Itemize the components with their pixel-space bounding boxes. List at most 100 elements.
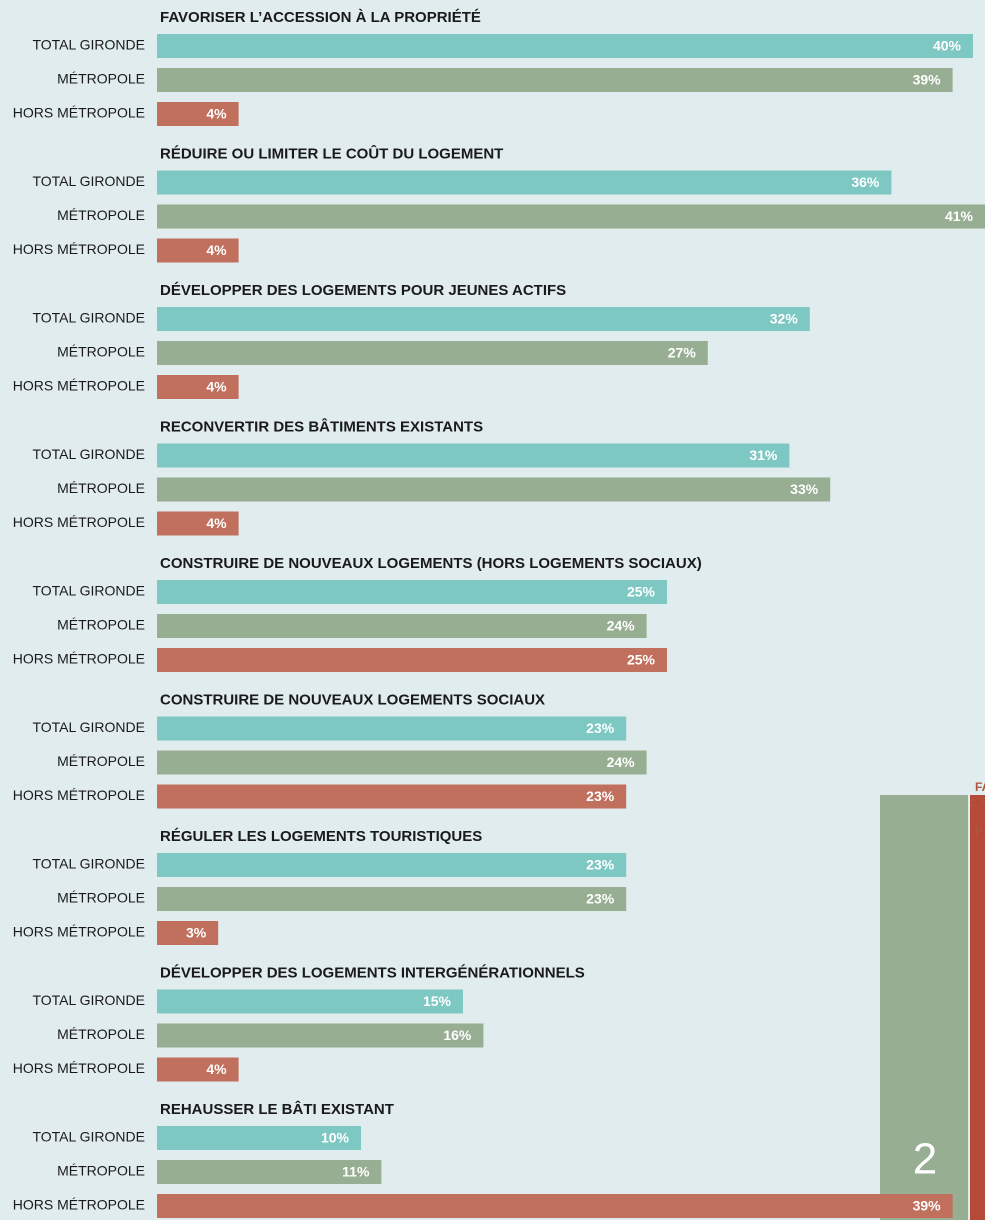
group-title: DÉVELOPPER DES LOGEMENTS POUR JEUNES ACT… bbox=[160, 282, 566, 299]
side-text: RÉDUIRE bbox=[898, 815, 952, 830]
bar bbox=[157, 1126, 361, 1150]
bar bbox=[157, 443, 790, 468]
row-label: HORS MÉTROPOLE bbox=[13, 1060, 145, 1076]
side-text: LOGEMENT bbox=[891, 870, 960, 884]
value-label: 39% bbox=[913, 72, 942, 88]
row-label: MÉTROPOLE bbox=[57, 617, 145, 633]
side-text: LE COÛT DU bbox=[888, 851, 961, 866]
bar bbox=[157, 1057, 239, 1082]
row-label: HORS MÉTROPOLE bbox=[13, 241, 145, 257]
row-label: MÉTROPOLE bbox=[57, 1163, 145, 1179]
group-title: RÉDUIRE OU LIMITER LE COÛT DU LOGEMENT bbox=[160, 144, 503, 162]
row-label: TOTAL GIRONDE bbox=[32, 173, 145, 189]
bar bbox=[157, 1194, 953, 1218]
value-label: 4% bbox=[206, 1061, 227, 1077]
bar bbox=[157, 238, 239, 263]
group-title: DÉVELOPPER DES LOGEMENTS INTERGÉNÉRATION… bbox=[160, 964, 585, 981]
bar bbox=[157, 341, 708, 365]
value-label: 25% bbox=[627, 584, 656, 600]
bar bbox=[157, 102, 239, 126]
value-label: 33% bbox=[790, 481, 819, 497]
value-label: 4% bbox=[206, 379, 227, 395]
row-label: TOTAL GIRONDE bbox=[32, 719, 145, 735]
bar bbox=[157, 307, 810, 331]
row-label: HORS MÉTROPOLE bbox=[13, 651, 145, 667]
value-label: 16% bbox=[443, 1027, 472, 1043]
value-label: 36% bbox=[851, 174, 880, 190]
side-text: OU LIMITER bbox=[890, 834, 960, 848]
row-label: TOTAL GIRONDE bbox=[32, 37, 145, 53]
group-title: RÉGULER LES LOGEMENTS TOURISTIQUES bbox=[160, 828, 482, 845]
bar bbox=[157, 68, 953, 92]
row-label: MÉTROPOLE bbox=[57, 890, 145, 906]
row-label: MÉTROPOLE bbox=[57, 207, 145, 223]
value-label: 41% bbox=[945, 208, 974, 224]
row-label: MÉTROPOLE bbox=[57, 1026, 145, 1042]
row-label: HORS MÉTROPOLE bbox=[13, 378, 145, 394]
rank-block bbox=[880, 795, 968, 1220]
row-label: MÉTROPOLE bbox=[57, 480, 145, 496]
bar bbox=[157, 580, 667, 604]
bar bbox=[157, 477, 831, 502]
group-title: REHAUSSER LE BÂTI EXISTANT bbox=[160, 1100, 394, 1118]
bar bbox=[157, 511, 239, 536]
group-title: RECONVERTIR DES BÂTIMENTS EXISTANTS bbox=[160, 417, 483, 435]
bar bbox=[157, 1160, 382, 1184]
bar bbox=[157, 1023, 484, 1048]
row-label: MÉTROPOLE bbox=[57, 344, 145, 360]
value-label: 4% bbox=[206, 515, 227, 531]
bar bbox=[157, 716, 627, 741]
group-title: CONSTRUIRE DE NOUVEAUX LOGEMENTS (HORS L… bbox=[160, 555, 702, 572]
bar bbox=[157, 887, 627, 911]
side-fragment: P bbox=[975, 824, 983, 838]
bar bbox=[157, 853, 627, 877]
value-label: 15% bbox=[423, 993, 452, 1009]
bar bbox=[157, 648, 667, 672]
bar bbox=[157, 170, 892, 195]
row-label: HORS MÉTROPOLE bbox=[13, 924, 145, 940]
bar bbox=[157, 750, 647, 775]
bar bbox=[157, 989, 463, 1014]
row-label: TOTAL GIRONDE bbox=[32, 446, 145, 462]
group-title: FAVORISER L’ACCESSION À LA PROPRIÉTÉ bbox=[160, 9, 481, 26]
value-label: 39% bbox=[913, 1198, 942, 1214]
value-label: 4% bbox=[206, 106, 227, 122]
value-label: 23% bbox=[586, 891, 615, 907]
bar bbox=[157, 921, 219, 945]
bar bbox=[157, 204, 985, 229]
row-label: TOTAL GIRONDE bbox=[32, 310, 145, 326]
row-label: TOTAL GIRONDE bbox=[32, 1129, 145, 1145]
value-label: 24% bbox=[607, 754, 636, 770]
value-label: 31% bbox=[749, 447, 778, 463]
row-label: MÉTROPOLE bbox=[57, 753, 145, 769]
value-label: 23% bbox=[586, 857, 615, 873]
value-label: 25% bbox=[627, 652, 656, 668]
value-label: 4% bbox=[206, 242, 227, 258]
value-label: 27% bbox=[668, 345, 697, 361]
row-label: TOTAL GIRONDE bbox=[32, 583, 145, 599]
group-title: CONSTRUIRE DE NOUVEAUX LOGEMENTS SOCIAUX bbox=[160, 691, 545, 708]
row-label: HORS MÉTROPOLE bbox=[13, 514, 145, 530]
side-fragment: FA bbox=[975, 780, 985, 794]
bar bbox=[157, 375, 239, 399]
value-label: 11% bbox=[342, 1164, 370, 1180]
value-label: 32% bbox=[770, 311, 799, 327]
row-label: MÉTROPOLE bbox=[57, 71, 145, 87]
side-text: (37 %) bbox=[907, 888, 942, 902]
row-label: HORS MÉTROPOLE bbox=[13, 1197, 145, 1213]
value-label: 23% bbox=[586, 720, 615, 736]
rank: 2 bbox=[913, 1135, 937, 1184]
side-fragment: L’A bbox=[970, 795, 985, 809]
bar bbox=[157, 614, 647, 638]
row-label: TOTAL GIRONDE bbox=[32, 856, 145, 872]
value-label: 3% bbox=[186, 925, 207, 941]
row-label: HORS MÉTROPOLE bbox=[13, 105, 145, 121]
row-label: HORS MÉTROPOLE bbox=[13, 787, 145, 803]
bar bbox=[157, 784, 627, 809]
row-label: TOTAL GIRONDE bbox=[32, 992, 145, 1008]
value-label: 24% bbox=[607, 618, 636, 634]
value-label: 40% bbox=[933, 38, 962, 54]
value-label: 23% bbox=[586, 788, 615, 804]
